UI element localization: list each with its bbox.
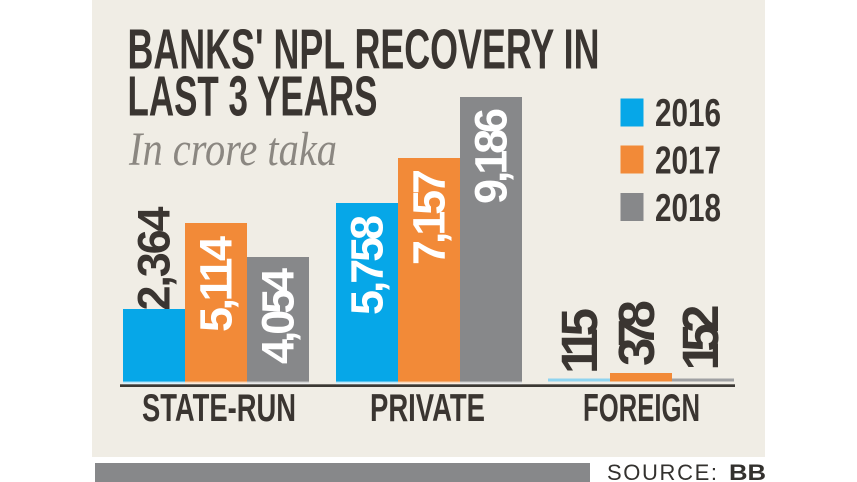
svg-text:SOURCE:: SOURCE: — [607, 460, 717, 482]
svg-text:378: 378 — [608, 300, 665, 366]
svg-text:FOREIGN: FOREIGN — [583, 387, 700, 430]
svg-text:PRIVATE: PRIVATE — [370, 387, 485, 430]
svg-text:5,758: 5,758 — [342, 215, 393, 315]
svg-text:2017: 2017 — [655, 140, 721, 183]
svg-text:152: 152 — [672, 305, 729, 371]
svg-text:5,114: 5,114 — [191, 236, 242, 332]
svg-text:2018: 2018 — [655, 187, 721, 230]
svg-text:STATE-RUN: STATE-RUN — [142, 387, 296, 430]
svg-text:BANKS' NPL RECOVERY IN: BANKS' NPL RECOVERY IN — [128, 18, 600, 82]
svg-text:2016: 2016 — [655, 92, 721, 135]
svg-text:9,186: 9,186 — [466, 108, 517, 204]
svg-text:2,364: 2,364 — [129, 207, 180, 311]
svg-text:BB: BB — [729, 460, 766, 482]
svg-text:4,054: 4,054 — [253, 268, 304, 364]
svg-text:In crore taka: In crore taka — [128, 123, 337, 176]
svg-text:7,157: 7,157 — [404, 169, 455, 265]
svg-text:115: 115 — [551, 308, 608, 374]
svg-text:LAST 3 YEARS: LAST 3 YEARS — [128, 65, 378, 129]
